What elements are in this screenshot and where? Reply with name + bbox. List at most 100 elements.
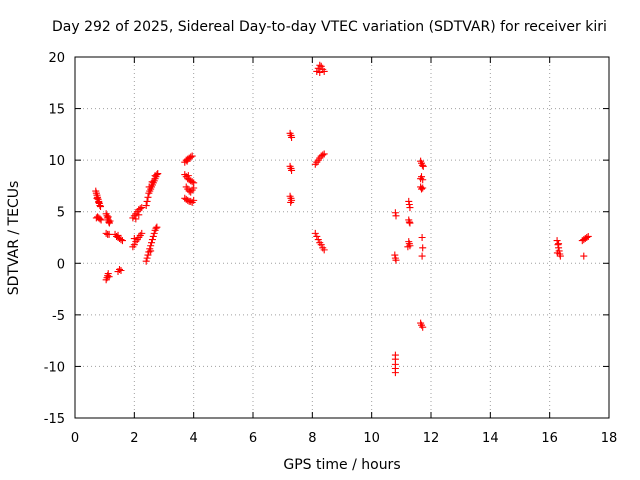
- data-point: [143, 254, 151, 262]
- data-point: [144, 251, 152, 259]
- x-tick-label: 14: [482, 431, 499, 446]
- data-point: [148, 178, 156, 186]
- data-point: [320, 67, 328, 75]
- y-tick-label: -15: [44, 412, 65, 427]
- data-point: [132, 215, 140, 223]
- data-point: [148, 236, 156, 244]
- axis-ticks: [74, 56, 610, 419]
- data-point: [418, 252, 426, 260]
- data-point: [151, 172, 159, 180]
- data-point: [320, 246, 328, 254]
- y-tick-label: 15: [48, 103, 65, 118]
- x-tick-label: 6: [249, 431, 257, 446]
- data-point: [404, 243, 412, 251]
- data-point: [418, 185, 426, 193]
- data-point: [556, 252, 564, 260]
- data-point: [553, 249, 561, 257]
- data-point: [105, 218, 113, 226]
- data-point: [185, 187, 193, 195]
- grid-lines: [75, 57, 609, 418]
- data-point: [104, 213, 112, 221]
- data-point: [419, 323, 427, 331]
- data-point: [96, 202, 104, 210]
- data-point: [319, 151, 327, 159]
- data-point: [130, 241, 138, 249]
- data-point: [418, 173, 426, 181]
- data-point: [105, 273, 113, 281]
- data-point: [391, 209, 399, 217]
- data-point: [392, 212, 400, 220]
- data-point: [97, 203, 105, 211]
- data-point: [145, 248, 153, 256]
- data-point: [317, 241, 325, 249]
- x-tick-label: 16: [541, 431, 558, 446]
- data-point: [392, 256, 400, 264]
- data-point: [419, 244, 427, 252]
- x-tick-label: 4: [190, 431, 198, 446]
- y-tick-label: 10: [48, 154, 65, 169]
- y-tick-label: 0: [57, 257, 65, 272]
- data-point: [391, 251, 399, 259]
- data-point: [419, 184, 427, 192]
- data-point: [288, 166, 296, 174]
- data-point: [130, 235, 138, 243]
- x-axis-label: GPS time / hours: [283, 457, 400, 473]
- data-point: [584, 232, 592, 240]
- data-point: [190, 184, 198, 192]
- data-point: [102, 229, 110, 237]
- data-point: [187, 153, 195, 161]
- x-tick-label: 10: [363, 431, 380, 446]
- data-point: [104, 270, 112, 278]
- plot-frame: [74, 56, 610, 419]
- x-tick-label: 2: [130, 431, 138, 446]
- data-point: [313, 67, 321, 75]
- data-point: [97, 216, 105, 224]
- tick-labels: 0 2 4 6 8 10 12 14 16 18 -15 -10 -5 0 5 10 15 20: [44, 51, 618, 446]
- data-point: [147, 247, 155, 255]
- data-point: [95, 198, 103, 206]
- data-point: [136, 205, 144, 213]
- y-axis-label: SDTVAR / TECUs: [6, 181, 22, 296]
- data-point: [188, 178, 196, 186]
- data-point: [142, 257, 150, 265]
- data-point: [153, 171, 161, 179]
- data-point: [152, 224, 160, 232]
- data-point: [114, 231, 122, 239]
- data-point: [149, 232, 157, 240]
- y-tick-label: 5: [57, 206, 65, 221]
- data-point: [580, 252, 588, 260]
- data-point: [418, 161, 426, 169]
- data-point: [391, 369, 399, 377]
- data-point: [143, 197, 151, 205]
- data-point: [188, 152, 196, 160]
- data-point: [405, 200, 413, 208]
- data-point: [314, 236, 322, 244]
- data-point: [418, 234, 426, 241]
- data-point: [419, 176, 427, 184]
- data-point: [419, 162, 427, 170]
- data-point: [138, 204, 146, 212]
- data-point: [148, 239, 156, 247]
- data-point: [553, 237, 561, 245]
- data-point: [105, 230, 113, 238]
- x-tick-label: 12: [423, 431, 440, 446]
- data-point: [320, 150, 328, 158]
- data-point: [96, 215, 104, 223]
- data-point: [287, 198, 295, 206]
- data-point: [583, 234, 591, 241]
- data-point: [316, 61, 324, 69]
- data-point: [190, 196, 198, 204]
- y-tick-label: -5: [52, 309, 65, 324]
- data-point: [150, 229, 158, 237]
- chart-title: Day 292 of 2025, Sidereal Day-to-day VTE…: [52, 19, 607, 35]
- x-tick-label: 18: [601, 431, 618, 446]
- data-point: [187, 197, 195, 205]
- data-points: [92, 61, 592, 377]
- data-point: [117, 236, 125, 244]
- data-point: [316, 68, 324, 76]
- data-point: [406, 204, 414, 212]
- data-point: [183, 157, 191, 165]
- data-point: [145, 183, 153, 191]
- data-point: [405, 197, 413, 205]
